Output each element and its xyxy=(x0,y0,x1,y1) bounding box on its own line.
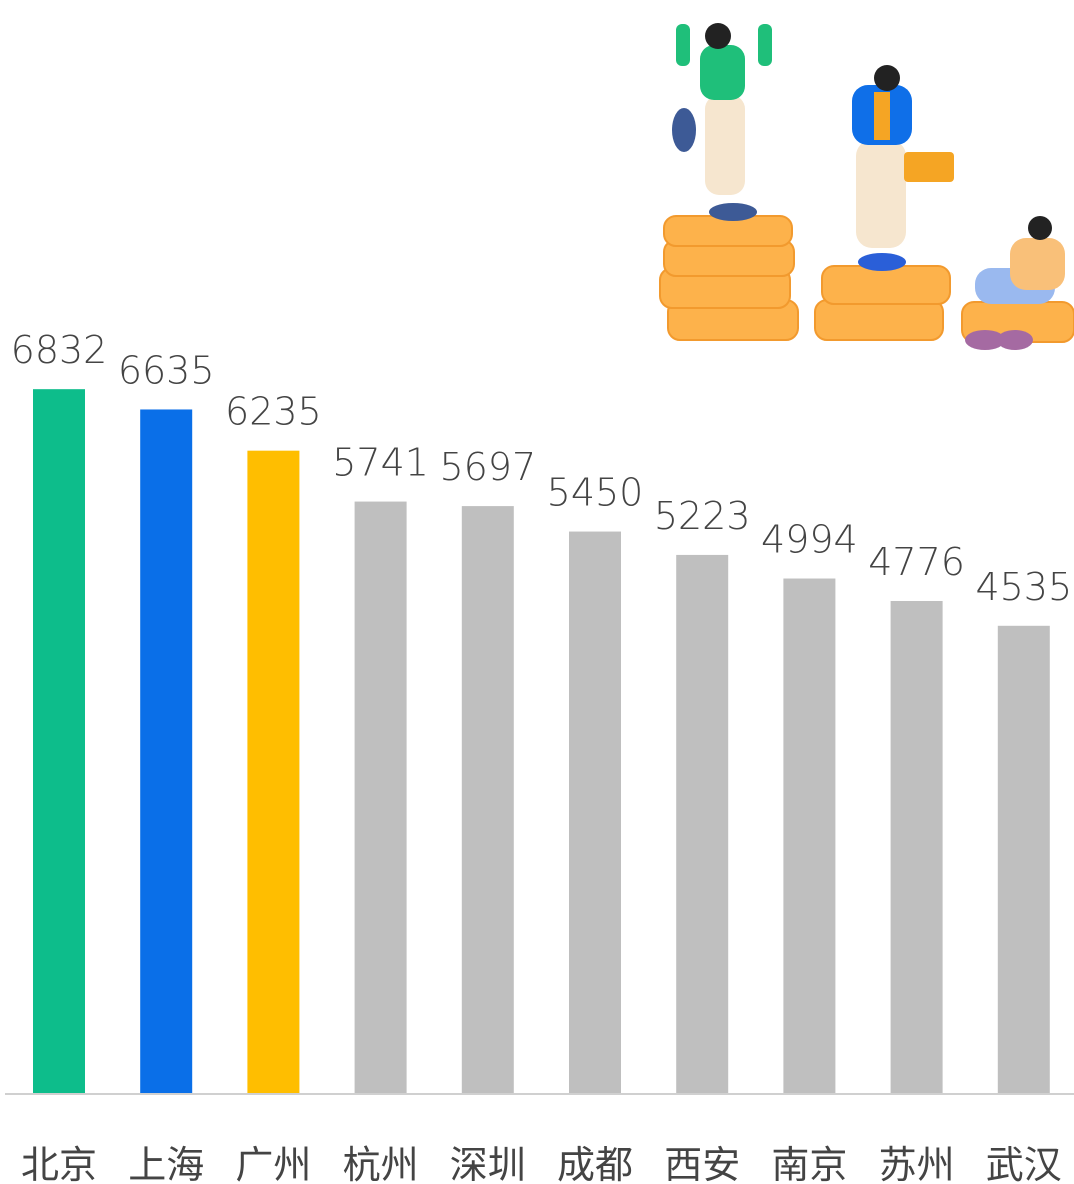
bar xyxy=(569,532,621,1093)
chart: 北京 6832 上海 6635 广州 6235 杭州 5741 深圳 5697 成都 5450 西安 52… xyxy=(0,0,1074,1184)
page: 北京 6832 上海 6635 广州 6235 杭州 5741 深圳 5697 成都 5450 西安 52… xyxy=(0,0,1074,1184)
bar xyxy=(355,502,407,1093)
value-label: 5450 xyxy=(547,471,644,515)
x-tick-label: 成都 xyxy=(557,1143,633,1184)
x-tick-label: 深圳 xyxy=(450,1143,526,1184)
x-tick-label: 广州 xyxy=(235,1143,311,1184)
illustration xyxy=(660,23,1074,350)
bar xyxy=(891,601,943,1093)
bar xyxy=(998,626,1050,1093)
value-label: 6635 xyxy=(118,348,215,392)
x-tick-label: 杭州 xyxy=(343,1143,419,1184)
bar xyxy=(676,555,728,1093)
value-label: 5223 xyxy=(654,494,751,538)
bar xyxy=(140,409,192,1093)
value-label: 4776 xyxy=(868,540,965,584)
x-tick-label: 上海 xyxy=(128,1143,204,1184)
bar xyxy=(247,451,299,1093)
value-label: 4535 xyxy=(975,565,1072,609)
x-tick-label: 西安 xyxy=(664,1143,740,1184)
x-tick-label: 苏州 xyxy=(879,1143,955,1184)
value-label: 4994 xyxy=(761,518,858,562)
x-tick-label: 南京 xyxy=(771,1143,847,1184)
value-label: 5697 xyxy=(439,445,536,489)
x-tick-label: 北京 xyxy=(21,1143,97,1184)
x-tick-label: 武汉 xyxy=(986,1143,1062,1184)
value-label: 6832 xyxy=(11,328,108,372)
value-label: 6235 xyxy=(225,390,322,434)
bar xyxy=(783,579,835,1093)
bar xyxy=(33,389,85,1093)
bar xyxy=(462,506,514,1093)
value-label: 5741 xyxy=(332,441,429,485)
